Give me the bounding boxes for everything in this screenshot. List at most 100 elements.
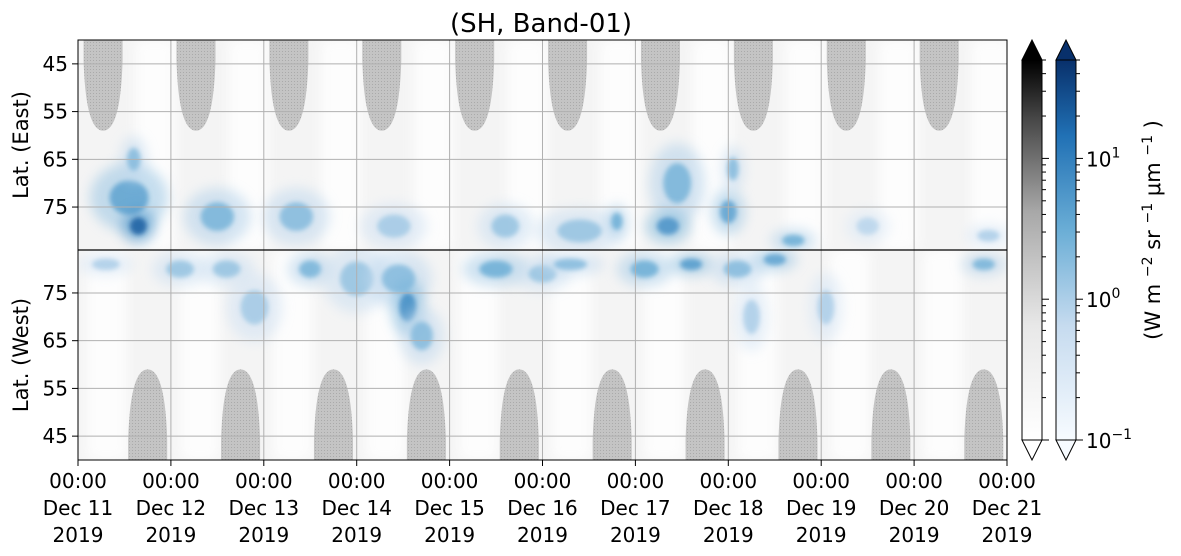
colorbar-label-suffix: ): [1141, 120, 1165, 128]
colorbar-body: [1021, 59, 1043, 441]
lower-y-axis-label: Lat. (West): [9, 298, 33, 412]
x-tick-time: 00:00: [328, 469, 386, 493]
emission-blob: [410, 321, 433, 351]
x-tick-year: 2019: [424, 523, 475, 547]
emission-blob: [553, 258, 588, 271]
day-band: [971, 40, 1007, 250]
x-tick-time: 00:00: [514, 469, 572, 493]
grey-cap: [455, 40, 495, 131]
colorbar-extend-top: [1055, 38, 1077, 61]
emission-blob: [782, 234, 805, 247]
emission-blob: [279, 202, 314, 231]
emission-blob: [109, 180, 149, 215]
emission-blob: [557, 219, 602, 243]
x-tick-time: 00:00: [142, 469, 200, 493]
y-tick-label: 75: [43, 195, 68, 219]
colorbar-tick-base: 10: [1086, 288, 1111, 312]
x-tick-time: 00:00: [49, 469, 107, 493]
emission-blob: [679, 258, 703, 271]
upper-panel: 45 55 65 75: [43, 40, 1008, 250]
colorbar-greys: [1021, 38, 1043, 462]
colorbar-extend-top: [1021, 38, 1043, 61]
colorbar-label-sup1: −2: [1140, 256, 1156, 277]
upper-emission-blobs: [90, 136, 1007, 250]
day-band: [785, 40, 825, 250]
grey-cap: [176, 40, 216, 131]
x-tick-time: 00:00: [978, 469, 1036, 493]
colorbar-body: [1055, 59, 1077, 441]
day-band: [87, 250, 127, 460]
colorbar-label-sup2: −1: [1140, 203, 1156, 224]
x-tick-time: 00:00: [699, 469, 757, 493]
x-axis: 00:00 Dec 11 2019 00:00 Dec 12 2019 00:00 Dec 1…: [43, 460, 1043, 547]
x-tick-year: 2019: [889, 523, 940, 547]
y-tick-label: 55: [43, 100, 68, 124]
emission-blob: [299, 260, 322, 278]
grey-cap: [499, 369, 539, 460]
colorbar-tick-exponent: 1: [1111, 145, 1120, 161]
x-tick-date: Dec 20: [879, 496, 950, 520]
x-tick-year: 2019: [796, 523, 847, 547]
grey-cap: [83, 40, 123, 131]
emission-blob: [91, 258, 120, 271]
colorbar-tick-label: 100: [1086, 286, 1120, 312]
emission-blob: [723, 260, 752, 278]
upper-grey-caps: [83, 40, 959, 131]
colorbar-tick-label: 101: [1086, 145, 1120, 171]
x-tick-time: 00:00: [792, 469, 850, 493]
colorbar-extend-bottom: [1055, 439, 1077, 462]
day-band: [878, 40, 918, 250]
grey-cap: [778, 369, 818, 460]
x-tick-date: Dec 21: [972, 496, 1043, 520]
lower-day-bands: [87, 250, 963, 460]
x-tick-date: Dec 17: [600, 496, 671, 520]
grey-cap: [406, 369, 446, 460]
colorbar-extend-bottom: [1021, 439, 1043, 462]
x-tick-date: Dec 19: [786, 496, 857, 520]
grey-cap: [269, 40, 309, 131]
grey-cap: [826, 40, 866, 131]
grey-cap: [919, 40, 959, 131]
grey-cap: [221, 369, 261, 460]
chart-title: (SH, Band-01): [450, 9, 632, 39]
grey-cap: [733, 40, 773, 131]
x-tick-date: Dec 12: [136, 496, 207, 520]
x-tick-date: Dec 13: [229, 496, 300, 520]
emission-blob: [972, 258, 995, 271]
emission-blob: [479, 260, 513, 278]
upper-y-axis: 45 55 65 75: [43, 52, 78, 219]
grey-cap: [592, 369, 632, 460]
colorbar-label-prefix: (W m: [1141, 284, 1165, 340]
emission-blob: [166, 260, 195, 278]
x-tick-time: 00:00: [885, 469, 943, 493]
x-tick-date: Dec 18: [693, 496, 764, 520]
lower-y-axis: 75 65 55 45: [43, 281, 78, 448]
colorbar-label-mid1: sr: [1141, 230, 1165, 250]
x-tick-date: Dec 11: [43, 496, 114, 520]
emission-blob: [240, 290, 269, 325]
emission-blob: [212, 260, 241, 278]
colorbar-tick-label: 10−1: [1086, 427, 1132, 453]
x-tick-year: 2019: [145, 523, 196, 547]
grey-cap: [964, 369, 1004, 460]
x-tick-time: 00:00: [235, 469, 293, 493]
emission-blob: [856, 217, 879, 235]
lower-panel: 75 65 55 45: [43, 250, 1008, 460]
x-tick-year: 2019: [982, 523, 1033, 547]
emission-blob: [377, 214, 411, 238]
x-tick-year: 2019: [703, 523, 754, 547]
grey-cap: [871, 369, 911, 460]
x-tick-date: Dec 14: [321, 496, 392, 520]
emission-blob: [763, 253, 786, 266]
emission-blob: [817, 290, 835, 325]
emission-blob: [611, 212, 623, 230]
y-tick-label: 65: [43, 329, 68, 353]
y-tick-label: 45: [43, 52, 68, 76]
grey-cap: [640, 40, 680, 131]
emission-blob: [977, 229, 1000, 242]
colorbar-tick-base: 10: [1086, 147, 1111, 171]
grey-cap: [128, 369, 168, 460]
